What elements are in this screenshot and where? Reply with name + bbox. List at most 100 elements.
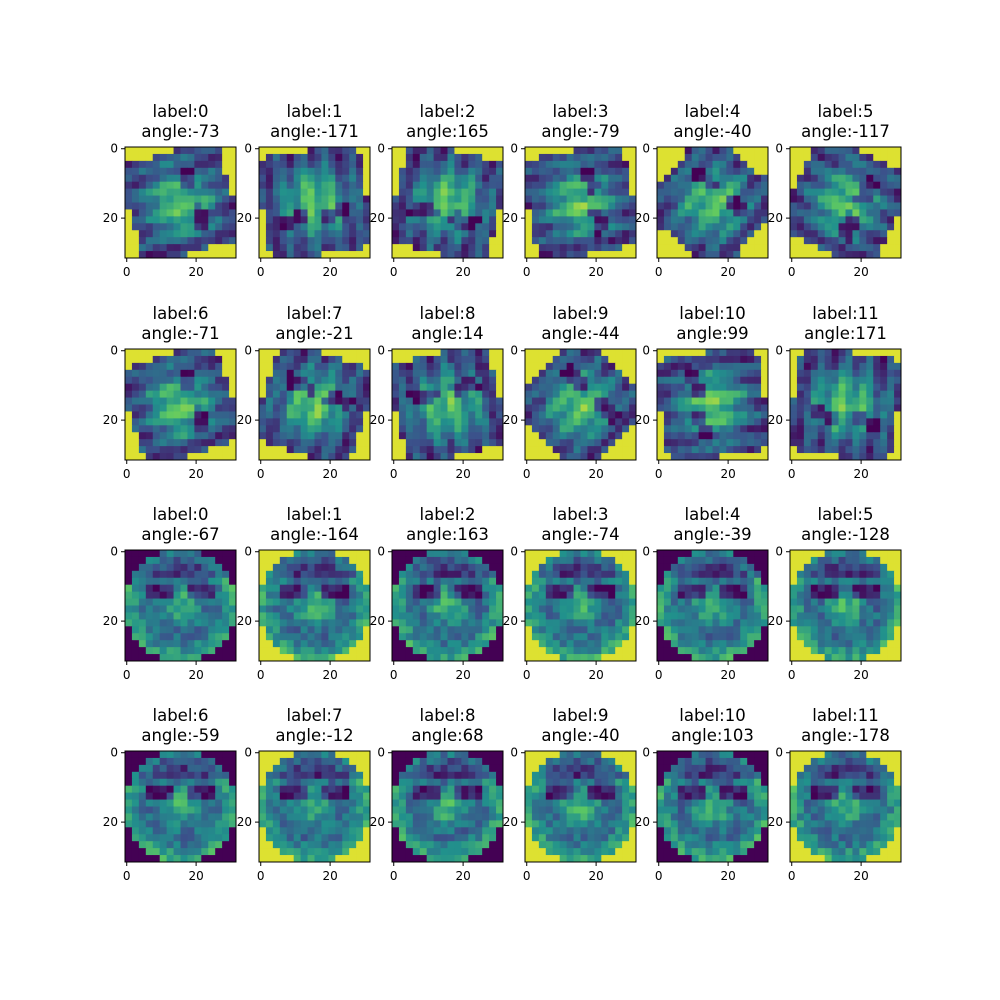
panel-frame — [391, 549, 504, 662]
panel-frame — [656, 146, 769, 259]
y-tick-label: 0 — [244, 142, 252, 156]
x-tick-label: 0 — [390, 869, 398, 883]
panel-frame — [258, 348, 371, 461]
y-tick-label: 0 — [510, 344, 518, 358]
x-tick-label: 20 — [588, 869, 603, 883]
panel-angle: angle:-59 — [141, 726, 219, 745]
panel-frame — [789, 348, 902, 461]
panel-angle: angle:-164 — [270, 525, 359, 544]
panel-angle: angle:171 — [804, 324, 887, 343]
x-tick-label: 0 — [788, 467, 796, 481]
panel-frame — [258, 146, 371, 259]
panel-image — [259, 751, 370, 862]
y-tick-label: 20 — [503, 413, 518, 427]
panel-label: label:5 — [818, 102, 874, 121]
panel-frame — [656, 549, 769, 662]
x-tick-label: 0 — [788, 869, 796, 883]
panel-angle: angle:99 — [676, 324, 748, 343]
x-tick-label: 20 — [188, 467, 203, 481]
x-tick-label: 20 — [455, 467, 470, 481]
panel-image — [657, 550, 768, 661]
panel-frame — [789, 146, 902, 259]
y-tick-label: 0 — [377, 142, 385, 156]
panel-angle: angle:-39 — [673, 525, 751, 544]
x-tick-label: 0 — [123, 869, 131, 883]
panel-image — [392, 550, 503, 661]
x-tick-label: 20 — [322, 467, 337, 481]
panel-frame — [524, 549, 637, 662]
panel-label: label:6 — [153, 304, 209, 323]
panel-label: label:0 — [153, 102, 209, 121]
y-tick-label: 20 — [635, 413, 650, 427]
panel-image — [392, 147, 503, 258]
y-tick-label: 20 — [103, 815, 118, 829]
x-tick-label: 20 — [720, 265, 735, 279]
panel-label: label:3 — [553, 505, 609, 524]
panel-image — [259, 349, 370, 460]
y-tick-label: 0 — [775, 746, 783, 760]
panel-image — [259, 550, 370, 661]
panel-image — [392, 751, 503, 862]
x-tick-label: 0 — [257, 869, 265, 883]
panel-frame — [258, 750, 371, 863]
panel-angle: angle:-21 — [275, 324, 353, 343]
panel-image — [125, 349, 236, 460]
y-tick-label: 0 — [110, 746, 118, 760]
x-tick-label: 0 — [257, 265, 265, 279]
y-tick-label: 20 — [103, 413, 118, 427]
panel-frame — [391, 146, 504, 259]
y-tick-label: 0 — [377, 344, 385, 358]
panel-label: label:6 — [153, 706, 209, 725]
panel-frame — [656, 348, 769, 461]
x-tick-label: 20 — [455, 668, 470, 682]
panel-label: label:8 — [420, 706, 476, 725]
y-tick-label: 0 — [244, 746, 252, 760]
panel-image — [525, 550, 636, 661]
x-tick-label: 20 — [720, 467, 735, 481]
y-tick-label: 0 — [775, 545, 783, 559]
panel-angle: angle:-74 — [541, 525, 619, 544]
panel-grid: label:0angle:-73002020label:1angle:-1710… — [103, 102, 902, 883]
x-tick-label: 20 — [853, 265, 868, 279]
x-tick-label: 0 — [123, 265, 131, 279]
panel-angle: angle:-40 — [541, 726, 619, 745]
panel-frame — [524, 348, 637, 461]
x-tick-label: 0 — [788, 668, 796, 682]
y-tick-label: 0 — [775, 142, 783, 156]
panel-image — [790, 751, 901, 862]
y-tick-label: 0 — [377, 746, 385, 760]
panel-label: label:7 — [287, 304, 343, 323]
x-tick-label: 0 — [257, 467, 265, 481]
panel-angle: angle:-128 — [801, 525, 890, 544]
panel-label: label:9 — [553, 706, 609, 725]
x-tick-label: 20 — [853, 668, 868, 682]
x-tick-label: 0 — [523, 668, 531, 682]
panel-angle: angle:-171 — [270, 122, 359, 141]
y-tick-label: 0 — [244, 344, 252, 358]
y-tick-label: 20 — [768, 614, 783, 628]
panel-frame — [789, 750, 902, 863]
y-tick-label: 0 — [642, 142, 650, 156]
panel-label: label:2 — [420, 505, 476, 524]
x-tick-label: 20 — [588, 668, 603, 682]
y-tick-label: 0 — [642, 545, 650, 559]
panel-frame — [391, 348, 504, 461]
y-tick-label: 0 — [377, 545, 385, 559]
y-tick-label: 20 — [237, 614, 252, 628]
panel-angle: angle:163 — [406, 525, 489, 544]
x-tick-label: 0 — [123, 467, 131, 481]
panel-frame — [656, 750, 769, 863]
panel-angle: angle:-67 — [141, 525, 219, 544]
